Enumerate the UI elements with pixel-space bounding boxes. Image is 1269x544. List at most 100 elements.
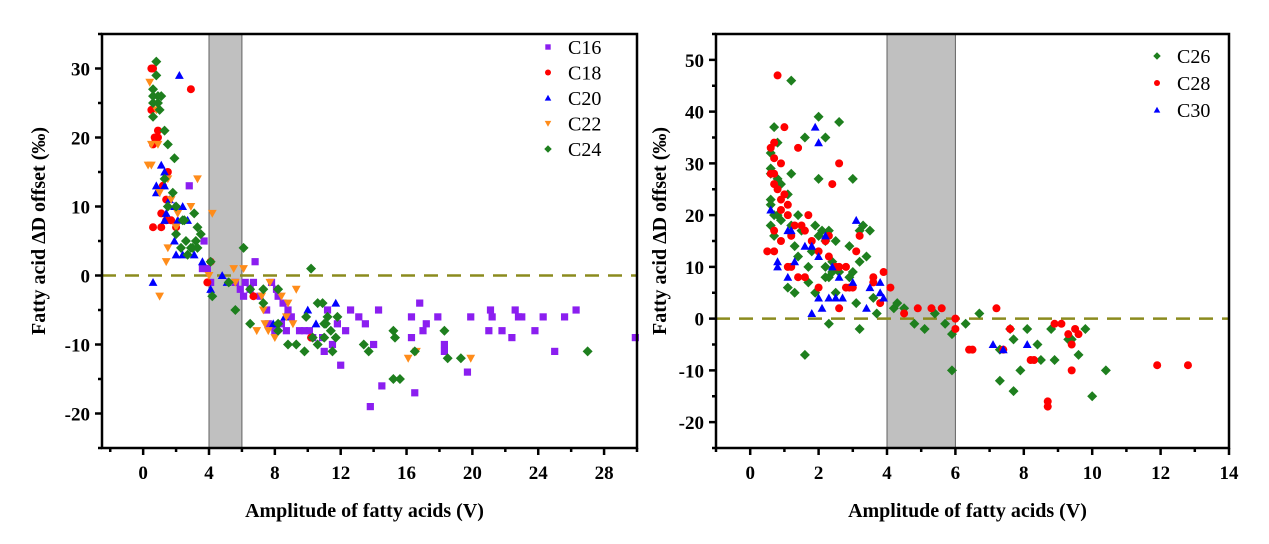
data-point: [1049, 355, 1060, 366]
data-point: [551, 347, 559, 355]
data-point: [823, 318, 834, 329]
data-point: [852, 247, 861, 256]
data-point: [337, 361, 345, 369]
data-point: [323, 306, 332, 314]
data-point: [572, 306, 580, 314]
data-point: [765, 194, 776, 205]
data-point: [951, 324, 960, 333]
data-point: [782, 282, 793, 293]
data-point: [161, 209, 171, 217]
data-point: [190, 236, 201, 246]
data-point: [1080, 323, 1091, 334]
data-point: [320, 318, 331, 329]
y-tick-label: 0: [81, 267, 91, 288]
y-tick-label: 0: [695, 310, 705, 331]
data-point: [814, 293, 823, 302]
data-point: [230, 305, 241, 315]
data-point: [238, 242, 249, 253]
data-point: [847, 173, 858, 184]
data-point: [814, 252, 823, 261]
data-point: [789, 241, 800, 252]
data-point: [790, 257, 800, 266]
data-point: [927, 304, 936, 313]
y-tick-label: 20: [685, 206, 704, 227]
data-point: [835, 304, 844, 313]
data-point: [249, 278, 258, 286]
shaded-region: [208, 33, 243, 449]
data-point: [1087, 391, 1098, 402]
data-point: [940, 318, 951, 329]
legend-marker-c16: [545, 44, 551, 50]
data-point: [378, 382, 386, 390]
data-point: [263, 306, 271, 314]
data-point: [288, 320, 298, 329]
data-point: [154, 104, 165, 115]
data-point: [264, 320, 272, 328]
data-point: [1153, 361, 1162, 370]
x-tick-label: 4: [882, 463, 892, 484]
x-tick-label: 10: [1083, 463, 1102, 484]
data-point: [257, 292, 267, 301]
data-point: [251, 258, 259, 266]
left-panel: 0 4 8 12 16 20 24 28 -20 -10 0 10 20 30 Amplitude of f…: [28, 32, 639, 522]
data-point: [773, 262, 782, 271]
data-point: [765, 199, 776, 210]
data-point: [770, 226, 779, 235]
data-point: [865, 283, 875, 292]
data-point: [186, 85, 195, 94]
data-point: [799, 349, 810, 360]
data-point: [766, 143, 775, 152]
data-point: [207, 209, 217, 218]
y-tick-label: 40: [685, 103, 704, 124]
data-point: [835, 262, 844, 271]
data-point: [167, 216, 176, 225]
data-point: [631, 334, 639, 342]
data-point: [875, 288, 885, 297]
data-point: [508, 334, 516, 342]
data-point: [193, 175, 202, 184]
data-point: [236, 285, 244, 293]
data-point: [775, 215, 786, 226]
x-tick-label: 0: [138, 463, 148, 484]
data-point: [171, 250, 181, 259]
data-point: [909, 318, 920, 329]
data-point: [871, 308, 882, 319]
data-point: [807, 241, 817, 250]
data-point: [800, 226, 809, 235]
data-point: [152, 98, 163, 108]
data-point: [854, 256, 865, 267]
data-point: [159, 173, 170, 184]
data-point: [783, 272, 793, 281]
data-point: [763, 247, 772, 256]
data-point: [374, 306, 383, 314]
data-point: [844, 241, 855, 252]
data-point: [189, 208, 200, 219]
data-point: [1064, 330, 1073, 339]
data-point: [773, 257, 782, 266]
data-point: [295, 327, 304, 335]
data-point: [159, 125, 170, 136]
data-point: [440, 347, 448, 355]
data-point: [1015, 365, 1026, 376]
data-point: [279, 299, 287, 307]
data-point: [814, 138, 823, 147]
data-point: [307, 332, 318, 343]
data-point: [180, 236, 191, 246]
data-point: [319, 332, 330, 343]
data-point: [245, 284, 256, 295]
data-point: [968, 345, 977, 354]
data-point: [407, 334, 416, 342]
data-point: [1030, 356, 1039, 365]
data-point: [848, 278, 858, 286]
data-point: [794, 143, 803, 152]
data-point: [281, 313, 291, 322]
data-point: [160, 167, 169, 176]
data-point: [361, 320, 369, 328]
data-point: [241, 278, 249, 286]
data-point: [790, 221, 799, 230]
data-point: [174, 71, 184, 79]
data-point: [358, 339, 369, 350]
data-point: [346, 306, 355, 314]
y-tick-label: 30: [685, 154, 704, 175]
data-point: [851, 215, 861, 224]
